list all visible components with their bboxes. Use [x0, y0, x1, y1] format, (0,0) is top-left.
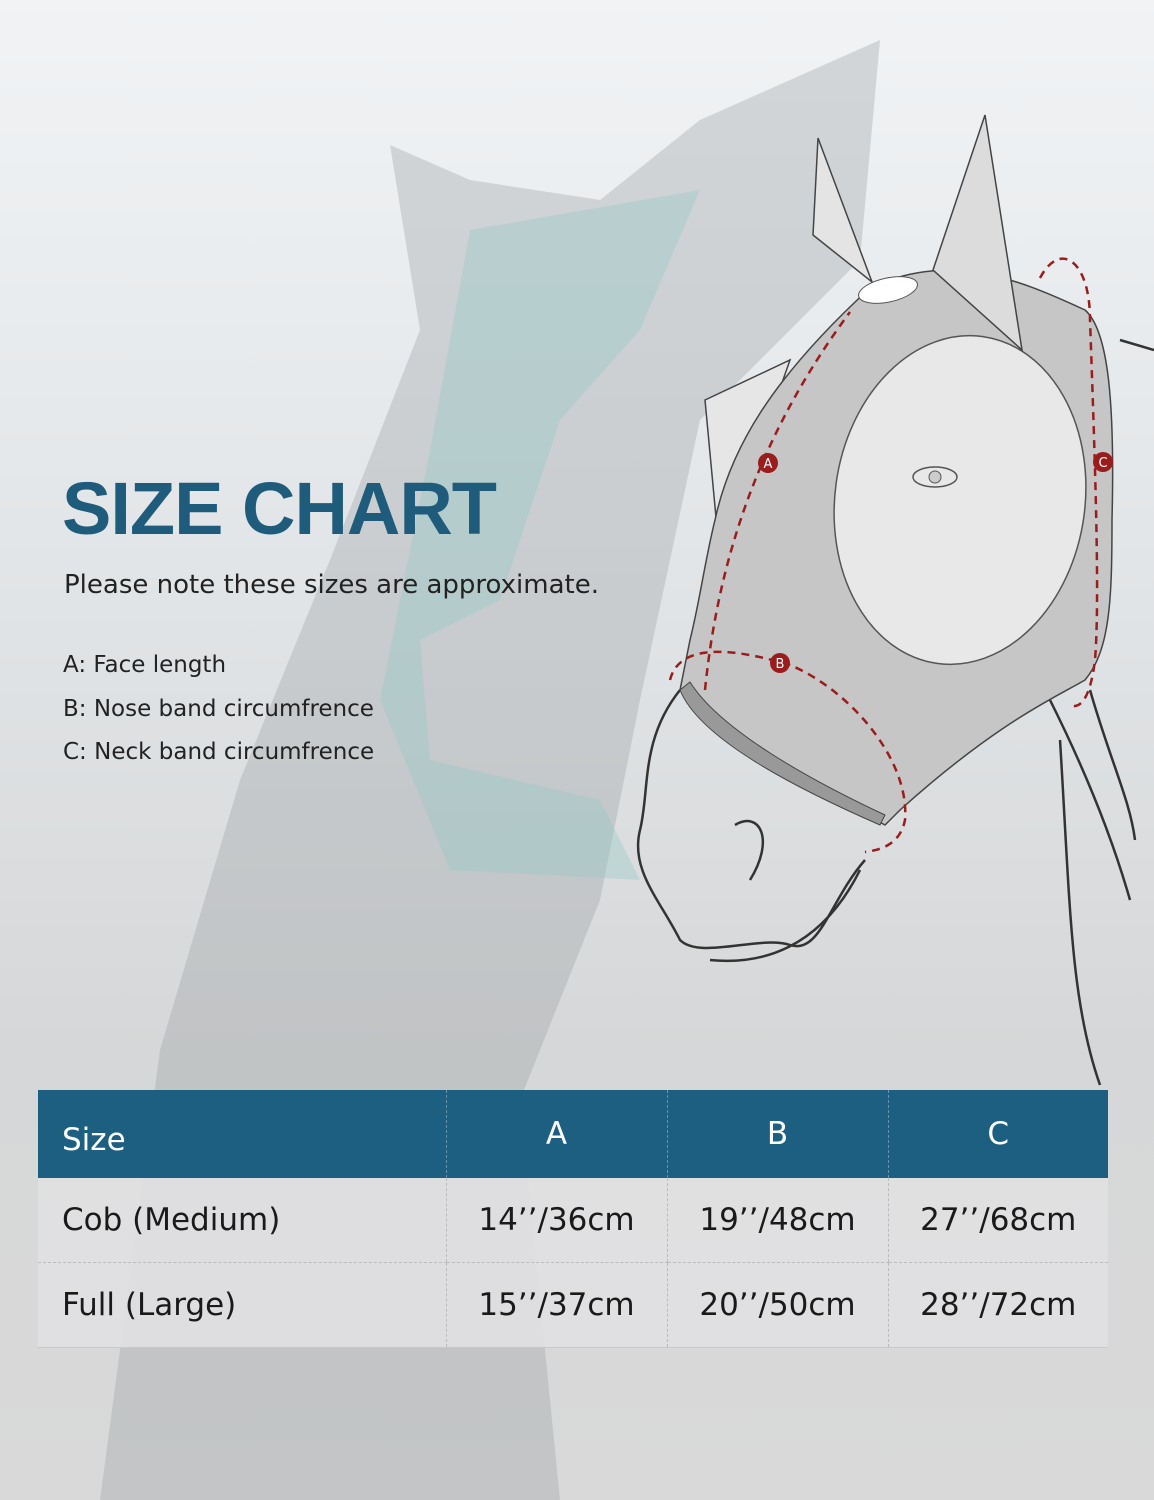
legend-item-c: C: Neck band circumfrence: [63, 739, 375, 765]
value-b: 20’’/50cm: [666, 1262, 888, 1348]
measure-line-c: [1038, 257, 1099, 708]
legend-item-b: B: Nose band circumfrence: [63, 695, 374, 722]
right-ear: [932, 114, 1024, 352]
svg-text:B: B: [776, 657, 785, 672]
size-table: Size A B C Cob (Medium) 14’’/36cm 19’’/4…: [38, 1090, 1108, 1348]
value-c: 28’’/72cm: [887, 1262, 1108, 1348]
header-a: A: [445, 1090, 667, 1178]
value-a: 14’’/36cm: [445, 1178, 667, 1263]
table-row: Cob (Medium) 14’’/36cm 19’’/48cm 27’’/68…: [38, 1178, 1108, 1263]
horse-outline: [636, 338, 1154, 1086]
table-row: Full (Large) 15’’/37cm 20’’/50cm 28’’/72…: [38, 1262, 1108, 1348]
nose-band: [679, 681, 886, 826]
horse-eye: [912, 466, 958, 488]
size-name: Full (Large): [38, 1262, 446, 1348]
measure-lines: [668, 257, 1099, 854]
table-header-row: Size A B C: [38, 1090, 1108, 1178]
faded-fly-mask-band: [380, 190, 700, 880]
header-b: B: [666, 1090, 888, 1178]
measure-line-b: [668, 650, 907, 854]
header-size: Size: [38, 1090, 446, 1178]
measure-line-a: [703, 311, 852, 691]
approximate-note: Please note these sizes are approximate.: [64, 570, 599, 600]
value-b: 19’’/48cm: [666, 1178, 888, 1263]
measurement-legend: A: Face length B: Nose band circumfrence…: [63, 644, 374, 775]
eye-opening: [833, 334, 1087, 666]
value-c: 27’’/68cm: [887, 1178, 1108, 1263]
label-c: C: [1093, 452, 1113, 472]
svg-text:C: C: [1098, 456, 1107, 471]
legend-item-a: A: Face length: [63, 652, 227, 678]
label-a: A: [758, 453, 778, 473]
horse-pupil: [928, 470, 942, 484]
left-ear: [812, 137, 874, 285]
size-name: Cob (Medium): [38, 1178, 446, 1263]
label-b: B: [770, 653, 790, 673]
forelock-hole: [858, 276, 918, 304]
header-c: C: [887, 1090, 1108, 1178]
value-a: 15’’/37cm: [445, 1262, 667, 1348]
page-title: SIZE CHART: [62, 467, 497, 550]
svg-text:A: A: [764, 457, 773, 472]
